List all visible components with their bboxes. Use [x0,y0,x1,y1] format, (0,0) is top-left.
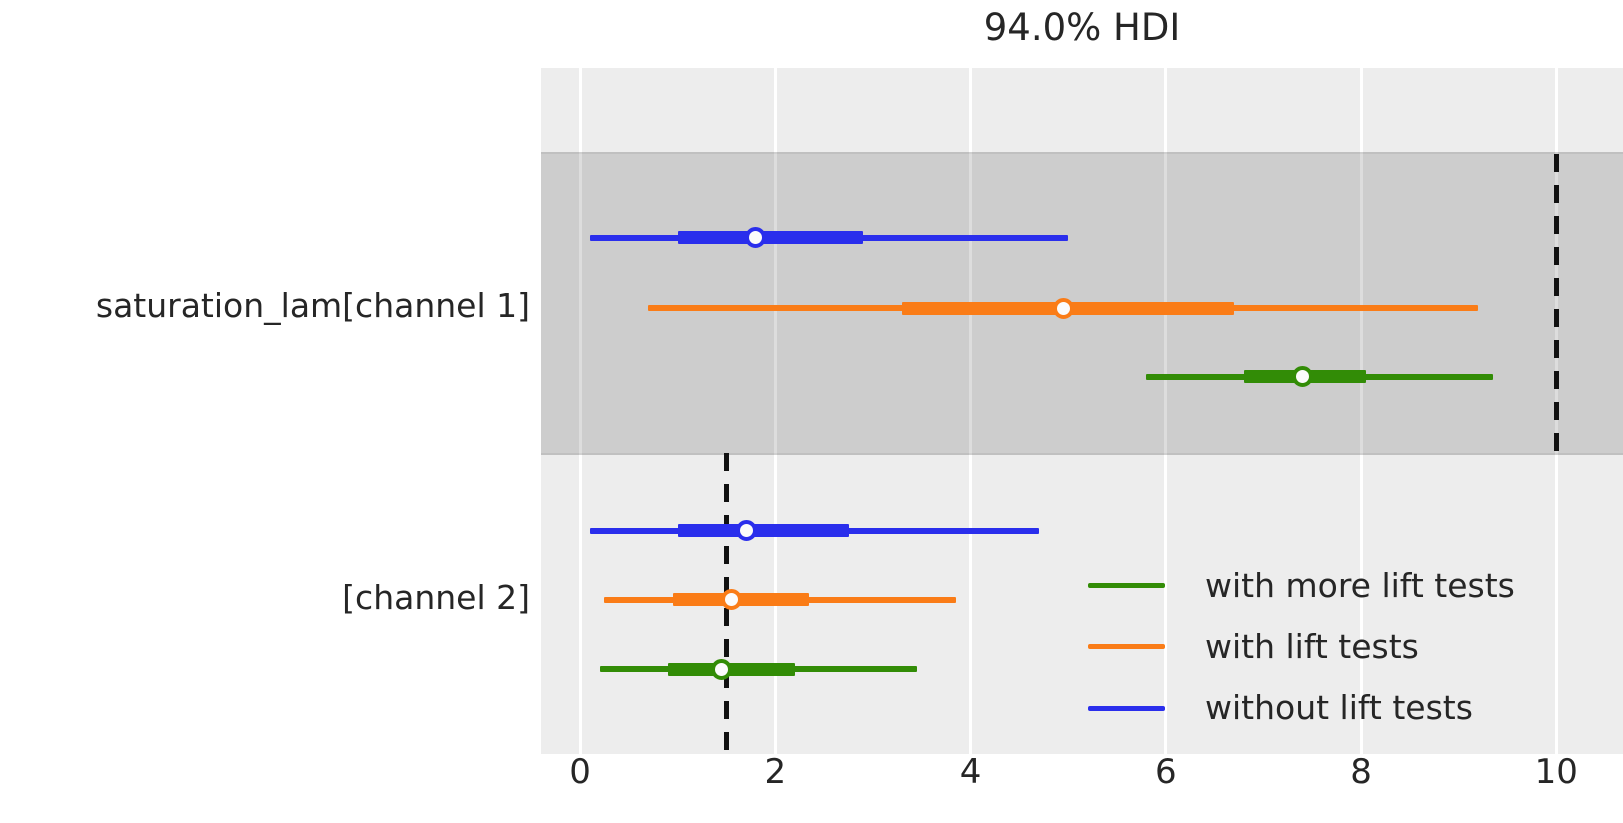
median-marker [720,589,742,611]
x-tick-label: 10 [1534,752,1578,792]
x-tick-label: 4 [959,752,982,792]
gridline [969,68,973,754]
x-tick-label: 2 [764,752,787,792]
x-tick-label: 6 [1154,752,1177,792]
gridline [1359,68,1363,754]
legend-line [1088,705,1165,711]
x-tick-label: 0 [569,752,591,792]
y-axis-label: saturation_lam[channel 1] [95,286,530,326]
x-tick-label: 8 [1350,752,1372,792]
hdi-thick-line [677,524,849,538]
gridline [1164,68,1168,754]
legend-line [1088,583,1165,589]
median-marker [745,227,767,249]
median-marker [1052,297,1074,319]
median-marker [711,658,733,680]
y-axis-label: [channel 2] [342,577,530,617]
legend-label: with lift tests [1205,626,1419,666]
legend-label: without lift tests [1205,688,1473,728]
legend-line [1088,644,1165,650]
plot-area: with more lift tests with lift tests witho… [541,68,1623,754]
legend-label: with more lift tests [1205,565,1515,605]
median-marker [735,520,757,542]
reference-dashed-line [1553,154,1559,453]
gridline [578,68,582,754]
gridline [773,68,777,754]
median-marker [1291,366,1313,388]
hdi-thick-line [677,231,864,245]
chart-title: 94.0% HDI [983,6,1181,49]
